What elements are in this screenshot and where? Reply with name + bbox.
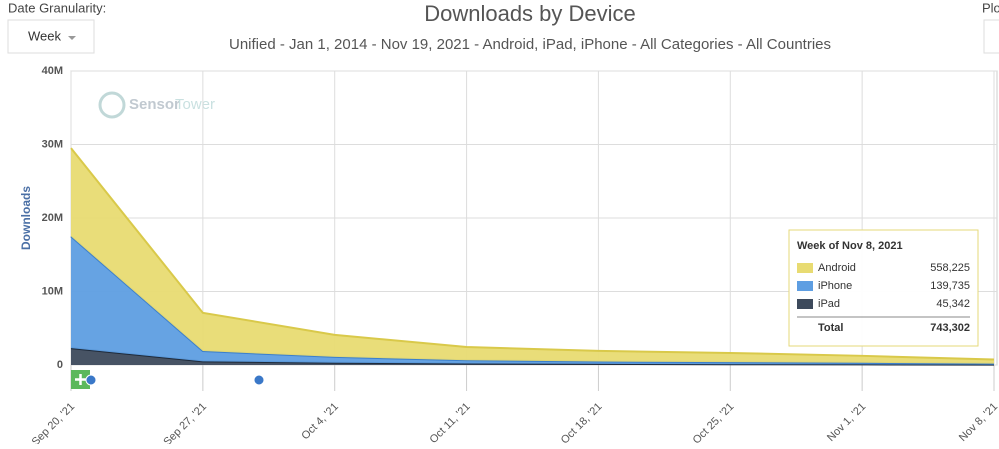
tooltip-total-name: Total [818,322,843,334]
tooltip-series-name: Android [818,262,856,274]
plot-dropdown[interactable] [983,19,999,54]
y-tick-label: 30M [42,138,63,150]
area [71,236,994,365]
add-icon [75,374,86,385]
x-tick-label: Oct 25, '21 [691,401,737,444]
tooltip-title: Week of Nov 8, 2021 [797,240,903,252]
x-tick-label: Sep 20, '21 [30,401,78,444]
granularity-label: Date Granularity: [8,0,106,15]
plot-label: Plo [982,0,999,15]
tooltip-swatch [797,263,813,273]
tooltip-value: 45,342 [936,298,970,310]
area-line [70,147,995,361]
tooltip-box [788,229,979,347]
tooltip-series-name: iPad [818,298,840,310]
y-tick-label: 0 [57,359,63,371]
tooltip: Week of Nov 8, 2021 Android 558,225 iPhone 1… [788,229,979,347]
y-tick-label: 10M [42,285,63,297]
granularity-value[interactable]: Week [28,28,61,43]
tooltip-series-name: iPhone [818,280,852,292]
watermark-icon [98,91,126,119]
tooltip-total: 743,302 [930,322,970,334]
chart-title: Downloads by Device [424,1,636,26]
area [71,348,994,365]
granularity-dropdown[interactable] [7,19,95,54]
watermark: Sensor Tower [98,91,215,119]
tooltip-value: 139,735 [930,280,970,292]
tooltip-value: 558,225 [930,262,970,274]
watermark-text: Tower [175,96,215,113]
dropdown-caret [68,36,76,40]
x-tick-label: Sep 27, '21 [161,401,209,444]
annotation-marker [253,374,265,386]
annotation-marker [85,374,97,386]
chart-subtitle: Unified - Jan 1, 2014 - Nov 19, 2021 - A… [229,36,831,53]
tooltip-swatch [797,299,813,309]
area-line [70,235,995,365]
x-tick-label: Oct 4, '21 [299,401,341,443]
y-tick-label: 20M [42,212,63,224]
x-tick-label: Nov 1, '21 [825,401,868,444]
y-axis-label: Downloads [19,186,33,250]
y-tick-label: 40M [42,65,63,77]
x-tick-label: Nov 8, '21 [957,401,999,444]
x-tick-label: Oct 18, '21 [559,401,605,444]
watermark-text: Sensor [129,96,180,113]
tooltip-swatch [797,281,813,291]
x-tick-label: Oct 11, '21 [427,401,472,444]
